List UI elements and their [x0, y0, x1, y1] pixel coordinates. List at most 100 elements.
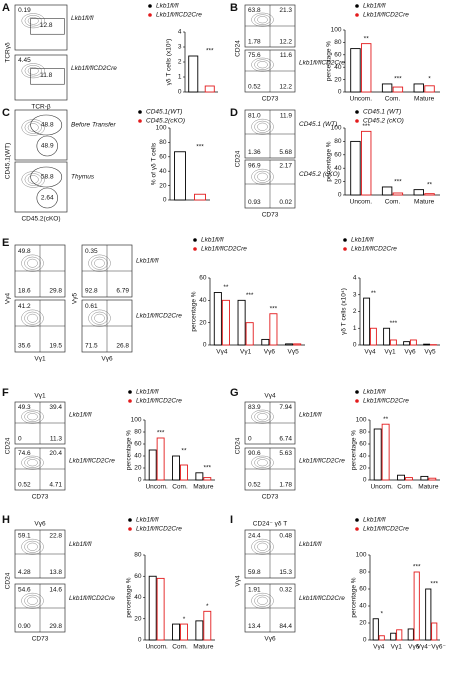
y-tick-label: 40 [359, 453, 367, 460]
significance: *** [246, 292, 254, 299]
y-tick-label: 20 [159, 182, 167, 189]
legend-marker [128, 390, 132, 394]
legend-label: Lkb1fl/fl [363, 517, 386, 524]
flow-title: Vγ6 [34, 521, 46, 528]
legend-marker [138, 119, 142, 123]
gate-percentage: 1.78 [248, 39, 261, 46]
y-tick-label: 0 [363, 477, 367, 484]
legend-label: Lkb1fl/flCD2Cre [156, 12, 202, 19]
x-tick-label: Vγ1 [391, 644, 403, 651]
legend-label: CD45.2 (cKO) [363, 118, 404, 125]
bar [421, 476, 428, 480]
gate-percentage: 4.28 [18, 569, 31, 576]
legend-label: Lkb1fl/flCD2Cre [363, 398, 409, 405]
significance: * [428, 76, 431, 83]
bar [408, 629, 413, 640]
sample-label: CD45.2 (cKO) [299, 171, 340, 178]
gate-percentage: 5.68 [279, 149, 292, 156]
gate-percentage: 11.9 [280, 112, 293, 119]
y-tick-label: 60 [159, 154, 167, 161]
legend-marker [193, 238, 197, 242]
legend-label: Lkb1fl/fl [363, 389, 386, 396]
y-tick-label: 0 [178, 89, 182, 96]
bar [425, 86, 435, 92]
sample-label: Lkb1fl/fl [69, 411, 92, 418]
x-tick-label: Mature [418, 484, 439, 491]
y-tick-label: 4 [353, 275, 357, 282]
y-axis-label: CD24 [5, 572, 12, 589]
legend-label: Lkb1fl/flCD2Cre [136, 526, 182, 533]
sample-label: Lkb1fl/fl [71, 15, 94, 22]
significance: ** [223, 284, 229, 291]
x-axis-label: CD45.2(cKO) [21, 216, 60, 223]
bar [351, 141, 361, 195]
y-tick-label: 0 [338, 192, 342, 199]
bar [205, 86, 214, 92]
sample-label: Lkb1fl/flCD2Cre [69, 595, 115, 602]
y-tick-label: 100 [331, 125, 342, 132]
bar [393, 87, 403, 92]
legend-label: Lkb1fl/fl [156, 3, 179, 10]
y-tick-label: 4 [178, 29, 182, 36]
y-tick-label: 80 [359, 569, 367, 576]
gate-percentage: 24.4 [248, 532, 261, 539]
gate-percentage: 15.3 [279, 569, 292, 576]
y-tick-label: 40 [359, 603, 367, 610]
bar [351, 49, 361, 92]
bar [414, 572, 419, 640]
x-tick-label: Mature [414, 199, 435, 206]
legend-label: Lkb1fl/fl [363, 3, 386, 10]
legend-marker [128, 399, 132, 403]
gate-percentage: 0.52 [18, 482, 31, 489]
bar [149, 450, 156, 480]
sample-label: Thymus [71, 174, 95, 181]
sample-label: Lkb1fl/fl [299, 541, 322, 548]
legend-label: Lkb1fl/fl [201, 237, 224, 244]
x-axis-label: Vγ6 [101, 356, 113, 363]
y-tick-label: 0 [203, 342, 207, 349]
gate-percentage: 0.02 [279, 199, 292, 206]
gate-percentage: 6.79 [116, 287, 129, 294]
flow-title: Vγ4 [264, 393, 276, 400]
y-axis-label: CD24 [235, 40, 242, 57]
y-tick-label: 20 [334, 76, 342, 83]
legend-marker [148, 4, 152, 8]
y-axis-label: percentage % [326, 141, 333, 181]
y-tick-label: 40 [334, 64, 342, 71]
y-tick-label: 3 [178, 44, 182, 51]
legend-marker [355, 119, 359, 123]
bar [391, 633, 396, 640]
bar [294, 344, 301, 345]
legend-marker [343, 238, 347, 242]
y-tick-label: 20 [134, 465, 142, 472]
sample-label: Lkb1fl/flCD2Cre [299, 595, 345, 602]
legend-label: CD45.1 (WT) [363, 109, 401, 116]
gate-percentage: 4.45 [18, 57, 31, 64]
bar [374, 429, 381, 480]
y-axis-label: Vγ4 [235, 575, 242, 587]
y-tick-label: 40 [199, 297, 207, 304]
panel-label: D [230, 107, 238, 119]
sample-label: Lkb1fl/fl [299, 411, 322, 418]
legend-label: Lkb1fl/flCD2Cre [363, 12, 409, 19]
bar [432, 623, 437, 640]
gate-percentage: 29.8 [49, 623, 62, 630]
y-axis-label: γδ T cells (x10⁴) [341, 288, 348, 335]
gate-percentage: 13.8 [49, 569, 62, 576]
gate-percentage: 1.91 [248, 586, 261, 593]
legend-label: Lkb1fl/flCD2Cre [136, 398, 182, 405]
x-axis-label: Vγ6 [264, 636, 276, 643]
gate-percentage: 0 [248, 436, 252, 443]
y-axis-label: percentage % [191, 291, 198, 331]
legend-marker [355, 110, 359, 114]
y-axis-label: γδ T cells (x10⁵) [166, 39, 173, 86]
y-tick-label: 40 [159, 168, 167, 175]
x-tick-label: Vγ6 [264, 349, 276, 356]
bar [370, 328, 376, 345]
bar [424, 344, 430, 345]
significance: * [206, 603, 209, 610]
gate-percentage: 1.36 [248, 149, 261, 156]
legend-label: CD45.2(cKO) [146, 118, 185, 125]
y-tick-label: 40 [134, 453, 142, 460]
panel-label: E [2, 237, 9, 249]
